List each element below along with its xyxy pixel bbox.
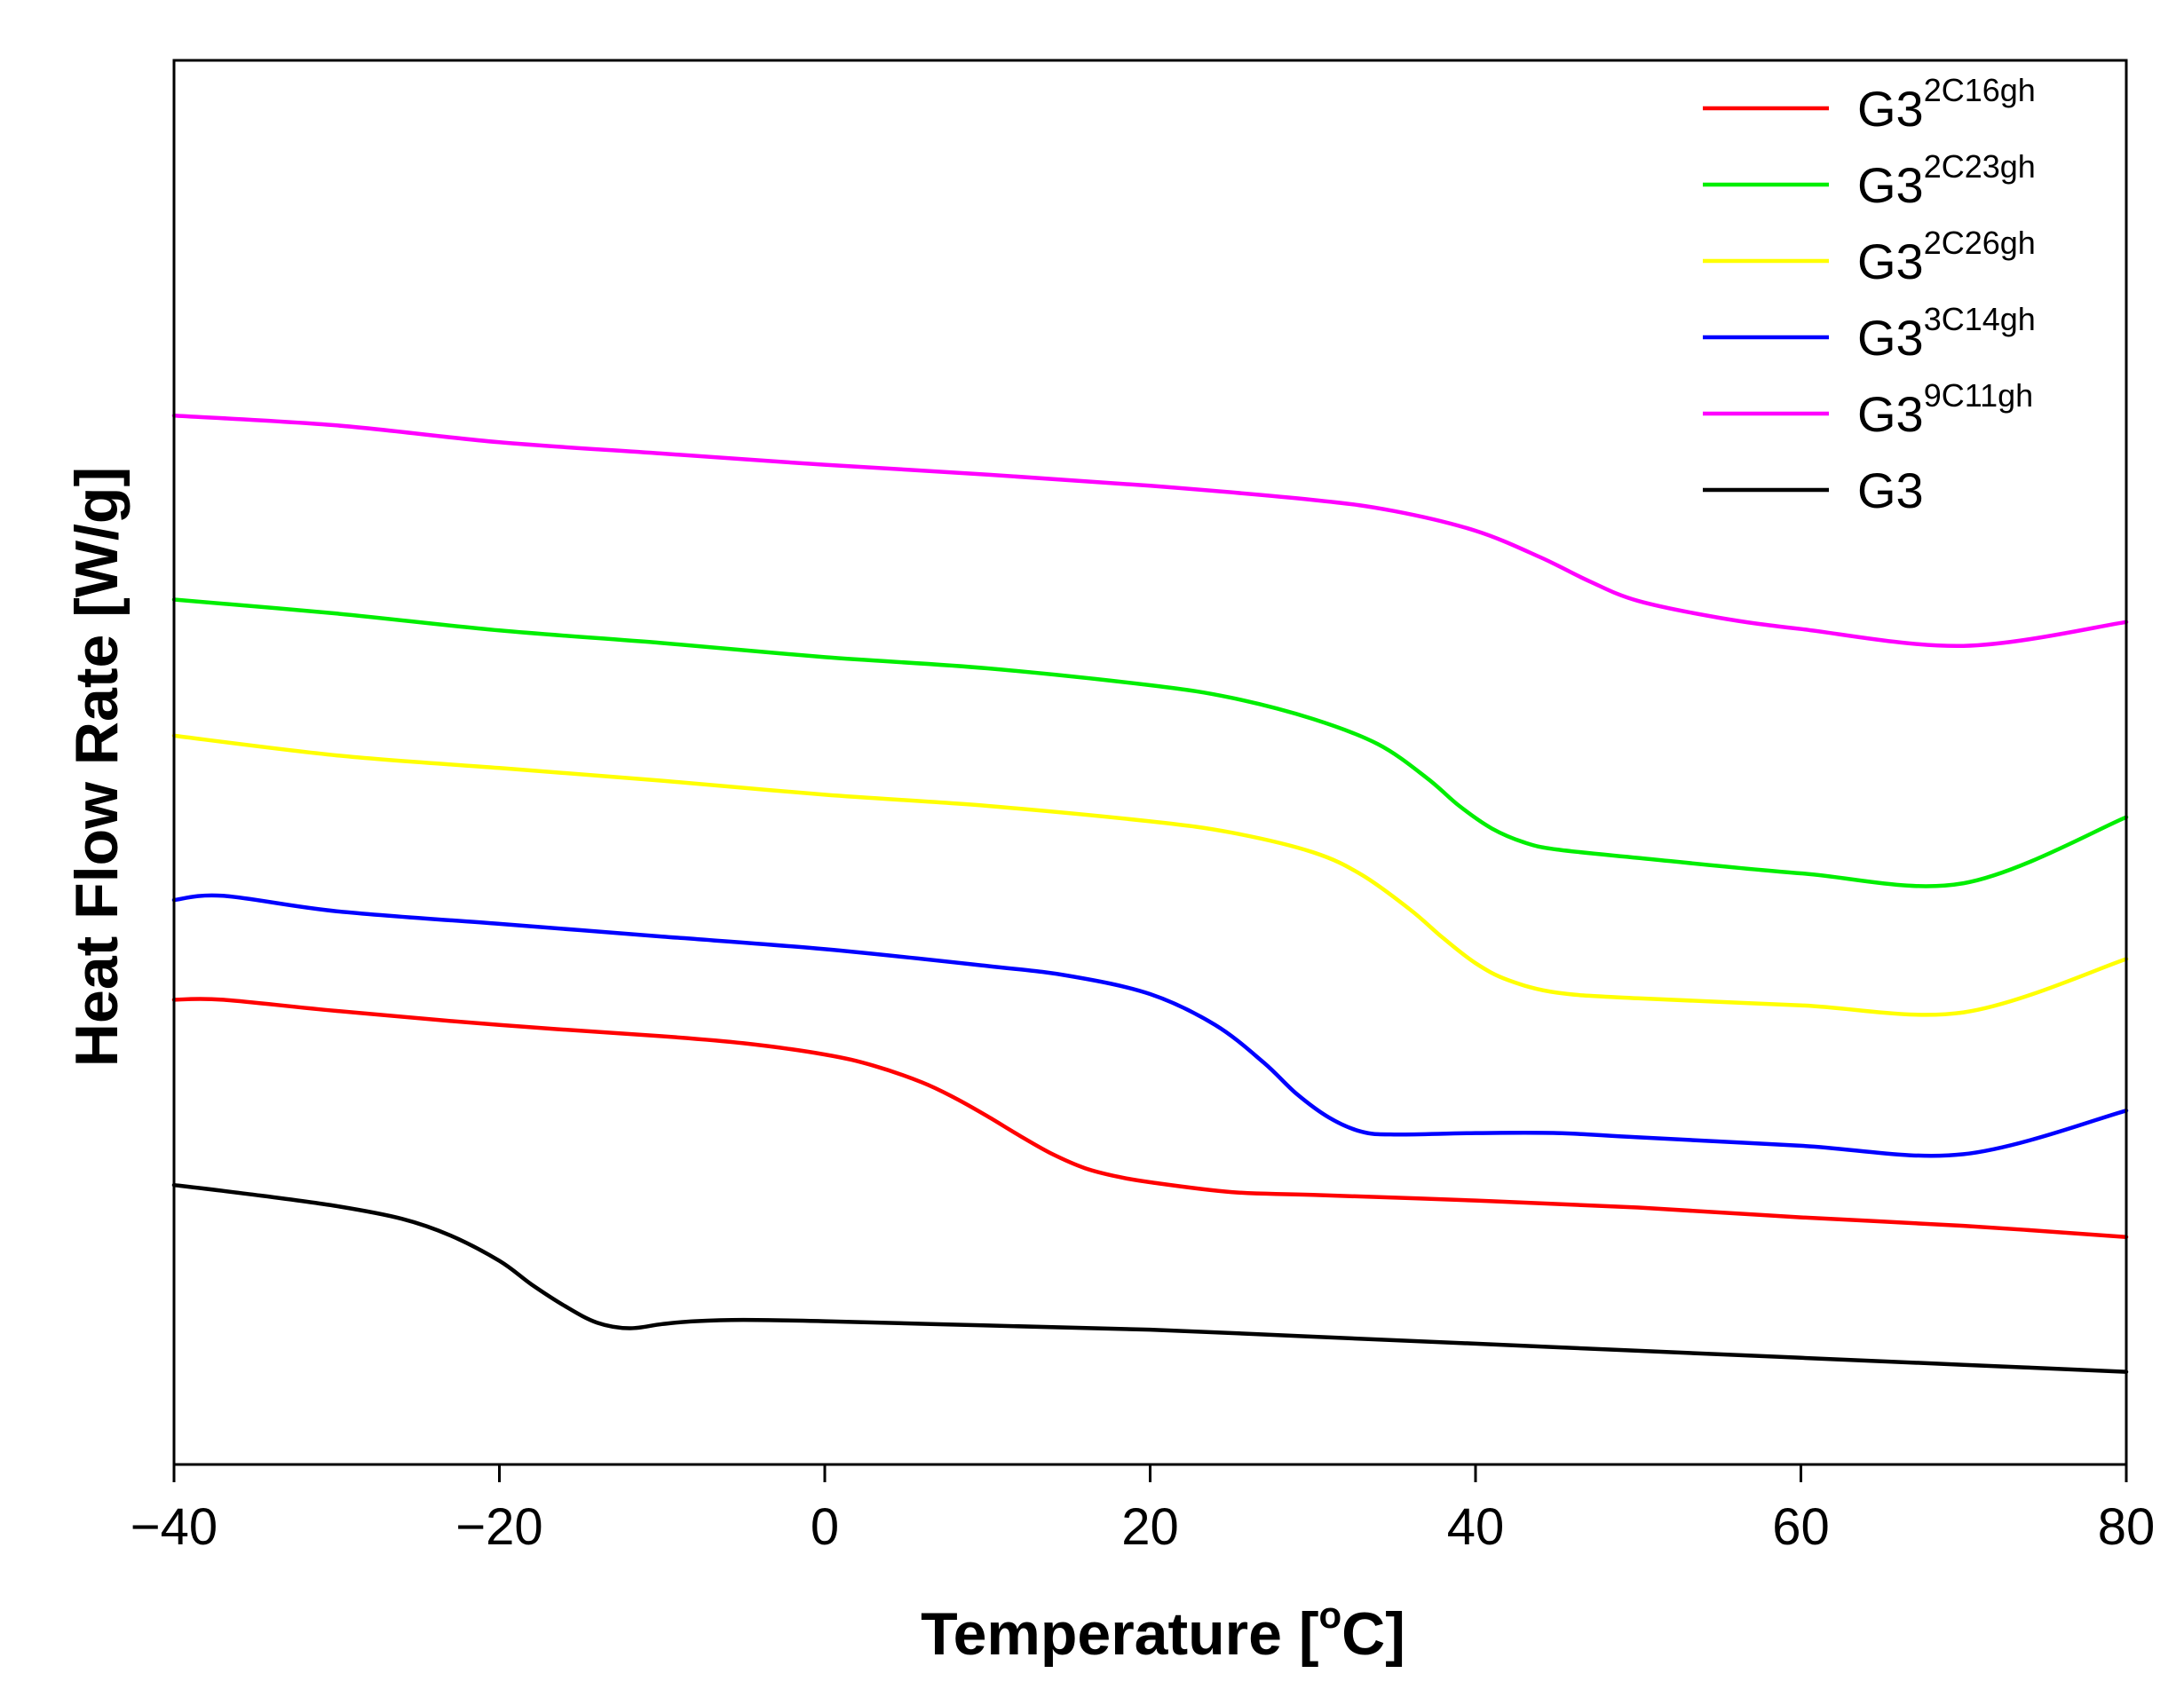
- x-tick-label: −40: [131, 1498, 218, 1556]
- x-tick-label: 20: [1121, 1498, 1179, 1556]
- series-line-g3-2c16gh: [171, 997, 2129, 1239]
- legend-label: G32C26gh: [1857, 225, 2036, 289]
- series-line-g3-2c26gh: [171, 733, 2129, 1017]
- legend-label: G39C11gh: [1857, 377, 2033, 442]
- legend-label: G33C14gh: [1857, 301, 2036, 366]
- series-line-g3-3c14gh: [171, 893, 2129, 1158]
- x-tick-label: 60: [1772, 1498, 1830, 1556]
- series-line-g3-2c23gh: [171, 597, 2129, 888]
- x-tick-label: −20: [455, 1498, 542, 1556]
- legend-label: G3: [1857, 462, 1924, 518]
- x-tick-label: 40: [1447, 1498, 1505, 1556]
- x-axis: −40 −20 0 20 40 60 80: [131, 1464, 2155, 1556]
- legend: G32C16gh G32C23gh G32C26gh G33C14gh G39C11gh…: [1703, 72, 2036, 518]
- x-tick-label: 0: [811, 1498, 839, 1556]
- x-tick-label: 80: [2098, 1498, 2156, 1556]
- series-line-g3: [171, 1182, 2129, 1374]
- legend-label: G32C23gh: [1857, 148, 2036, 213]
- x-axis-title: Temperature [oC]: [921, 1594, 1405, 1668]
- y-axis-title: Heat Flow Rate [W/g]: [63, 467, 131, 1067]
- legend-label: G32C16gh: [1857, 72, 2036, 137]
- series-line-g3-9c11gh: [171, 413, 2129, 648]
- series-layer: [171, 413, 2129, 1374]
